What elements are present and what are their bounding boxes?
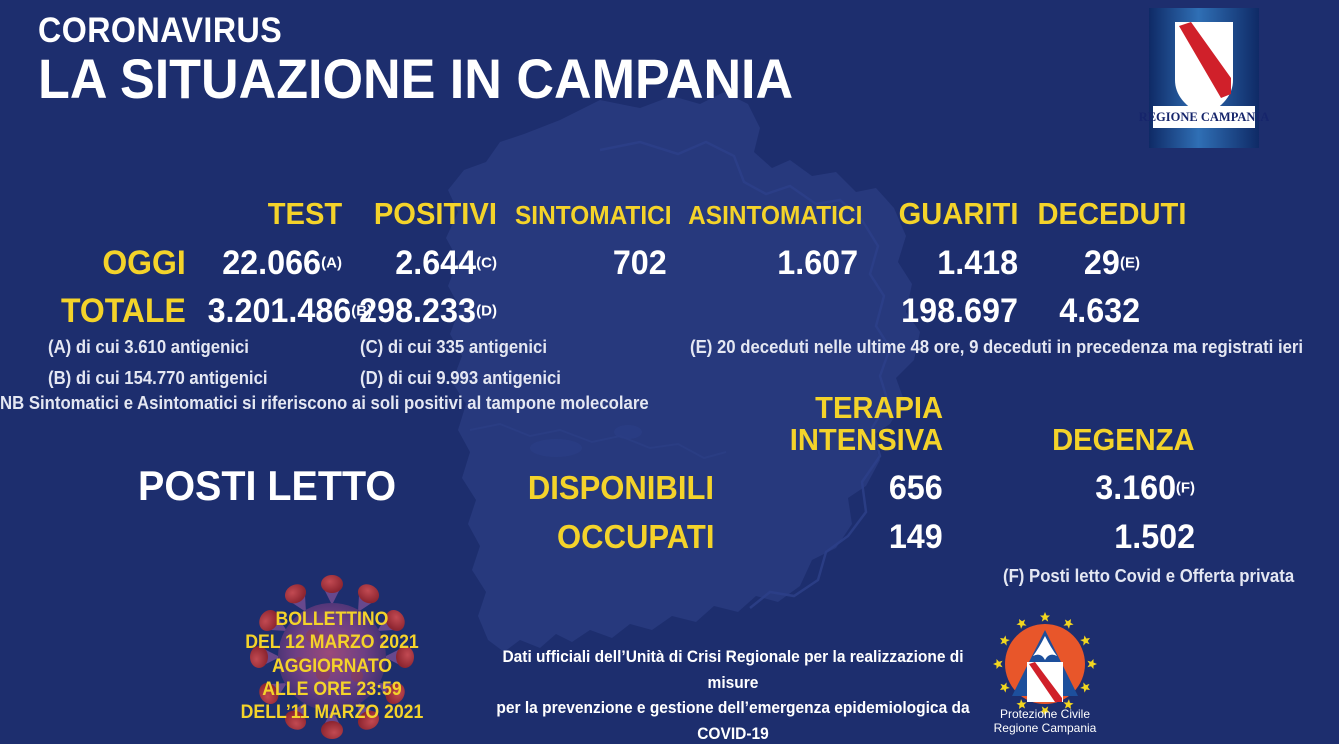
logo-shield-red-stripe [1179,22,1231,98]
regione-campania-logo: REGIONE CAMPANIA [1139,8,1269,148]
official-data-credit: Dati ufficiali dell’Unità di Crisi Regio… [484,645,982,744]
value-oggi-asintomatici: 1.607 [777,244,858,282]
value-totale-positivi: 298.233 [359,292,477,330]
value-oggi-positivi: 2.644 [395,244,477,282]
stats-row-totale: TOTALE 3.201.486(B) 298.233(D) 198.697 4… [0,292,1339,331]
page-header: CORONAVIRUS LA SITUAZIONE IN CAMPANIA [38,11,850,111]
posti-letto-title: POSTI LETTO [138,462,397,509]
beds-row-disponibili: DISPONIBILI 656 3.160(F) [0,469,1339,508]
virus-body [278,603,386,711]
protezione-civile-logo: Protezione Civile Regione Campania [993,612,1097,735]
page-title: LA SITUAZIONE IN CAMPANIA [38,47,794,111]
beds-label-occupati: OCCUPATI [556,518,714,556]
ref-totale-positivi: (D) [476,302,497,320]
pc-label-line-2: Regione Campania [994,721,1097,735]
value-oggi-test: 22.066 [222,244,322,282]
beds-value-occupati-terapia: 149 [889,518,943,557]
stats-row-oggi: OGGI 22.066(A) 2.644(C) 702 1.607 1.418 … [0,244,1339,283]
pc-shield-red-stripe [1029,662,1062,702]
row-label-totale: TOTALE [61,292,186,330]
logo-name-text: REGIONE CAMPANIA [1139,110,1269,124]
page-eyebrow: CORONAVIRUS [38,11,283,50]
column-header-test: TEST [267,196,342,231]
column-header-asintomatici: ASINTOMATICI [688,200,863,230]
value-oggi-deceduti: 29 [1084,244,1120,282]
footnote-e: (E) 20 deceduti nelle ultime 48 ore, 9 d… [690,337,1304,357]
pc-eu-stars [993,612,1097,716]
credit-line-2: per la prevenzione e gestione dell’emerg… [496,699,970,743]
bulletin-line-5: DELL’11 MARZO 2021 [240,702,424,724]
beds-column-degenza: DEGENZA [1052,421,1195,457]
row-label-oggi: OGGI [102,244,186,282]
value-totale-test: 3.201.486 [207,292,352,330]
column-header-guariti: GUARITI [898,196,1018,231]
ref-disponibili-degenza: (F) [1175,479,1195,497]
stats-header-row: TEST POSITIVI SINTOMATICI ASINTOMATICI G… [0,196,1339,232]
bulletin-line-2: DEL 12 MARZO 2021 [245,632,419,654]
beds-table: TERAPIA INTENSIVA . DEGENZA DISPONIBILI … [0,392,1339,557]
value-oggi-sintomatici: 702 [613,244,667,282]
bulletin-line-3: AGGIORNATO [271,655,393,677]
beds-column-terapia-line2: INTENSIVA [789,421,943,457]
footnote-f: (F) Posti letto Covid e Offerta privata [1003,566,1295,586]
column-header-positivi: POSITIVI [373,196,497,231]
virus-spikes [250,575,414,739]
stats-table: TEST POSITIVI SINTOMATICI ASINTOMATICI G… [0,196,1339,331]
coronavirus-illustration [250,575,414,739]
virus-surface-dots [294,629,363,682]
pc-white-flame [1033,636,1057,660]
footnote-d: (D) di cui 9.993 antigenici [360,368,561,388]
column-header-sintomatici: SINTOMATICI [514,200,672,230]
value-oggi-guariti: 1.418 [937,244,1018,282]
ref-totale-test: (B) [351,302,373,320]
column-header-deceduti: DECEDUTI [1037,196,1187,231]
footnote-b: (B) di cui 154.770 antigenici [48,368,268,388]
pc-label-line-1: Protezione Civile [1000,707,1090,721]
beds-column-terapia-line1: TERAPIA [815,390,943,425]
ref-oggi-positivi: (C) [476,254,497,272]
bulletin-line-4: ALLE ORE 23:59 [262,679,402,701]
bulletin-date-block: BOLLETTINO DEL 12 MARZO 2021 AGGIORNATO … [230,608,435,725]
footnote-c: (C) di cui 335 antigenici [360,337,547,357]
value-totale-deceduti: 4.632 [1059,292,1140,330]
credit-line-1: Dati ufficiali dell’Unità di Crisi Regio… [502,648,964,692]
logo-name-plate [1153,106,1255,128]
beds-label-disponibili: DISPONIBILI [527,469,714,507]
ref-oggi-deceduti: (E) [1120,254,1140,272]
beds-value-disponibili-terapia: 656 [889,469,943,508]
beds-value-disponibili-degenza: 3.160 [1095,469,1176,508]
beds-row-occupati: OCCUPATI 149 1.502 [0,518,1339,557]
beds-header-row: TERAPIA INTENSIVA . DEGENZA [0,392,1339,455]
ref-oggi-test: (A) [321,254,342,272]
footnote-a: (A) di cui 3.610 antigenici [48,337,249,357]
value-totale-guariti: 198.697 [901,292,1018,330]
beds-value-occupati-degenza: 1.502 [1114,518,1195,557]
bulletin-line-1: BOLLETTINO [275,609,389,630]
